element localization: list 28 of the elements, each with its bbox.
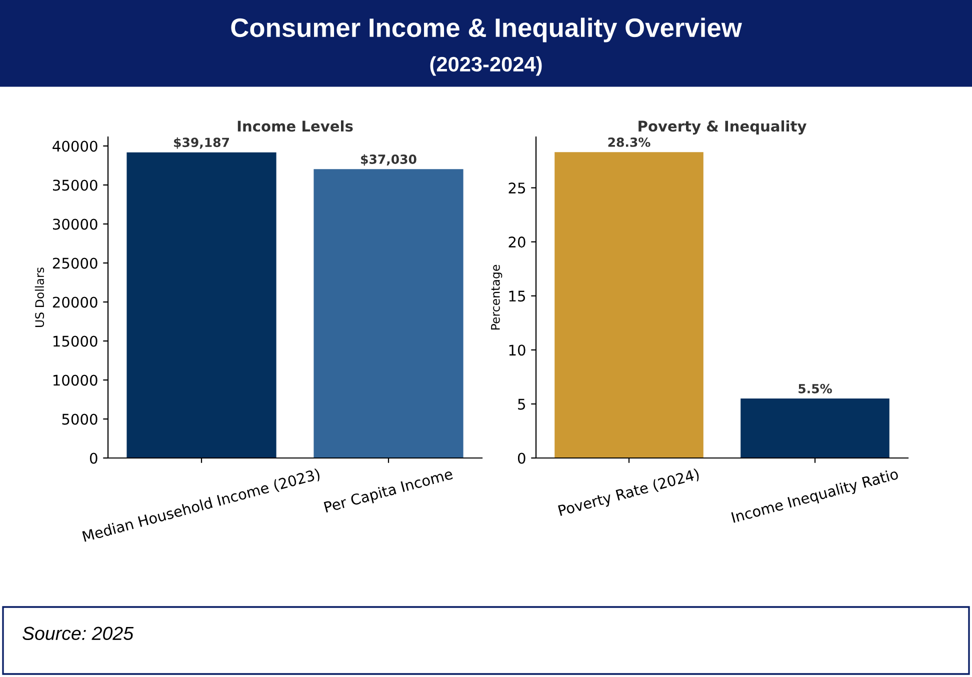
data-label: 5.5% [798,384,832,394]
y-tick-label: 40000 [52,140,98,152]
y-tick-label: 5 [518,398,526,410]
text: (2023-2024) [430,56,542,76]
y-tick-label: 15 [509,290,526,302]
y-tick-label: 5000 [62,414,98,425]
y-axis-title: US Dollars [34,268,44,327]
y-tick-label: 10000 [53,374,98,386]
text: Consumer Income & Inequality Overview [231,18,742,42]
y-tick-label: 20000 [52,296,98,308]
data-label: $37,030 [361,154,416,166]
y-tick-label: 0 [518,452,526,464]
x-tick-label: Per Capita Income [324,468,454,516]
y-tick-label: 30000 [52,218,98,230]
y-tick-label: 25 [508,182,526,194]
chart-title: Income Levels [238,120,353,132]
y-tick-label: 35000 [52,180,98,191]
chart-title: Poverty & Inequality [638,120,806,135]
y-tick-label: 10 [509,344,526,356]
y-axis-title: Percentage [491,264,502,330]
y-tick-label: 15000 [53,336,98,347]
y-tick-label: 0 [90,452,98,464]
data-label: 28.3% [608,137,650,147]
x-tick-label: Poverty Rate (2024) [558,468,700,519]
source-note: Source: 2025 [22,626,134,640]
y-tick-label: 20 [508,236,526,248]
data-label: $39,187 [174,137,229,149]
y-tick-label: 25000 [52,258,98,269]
